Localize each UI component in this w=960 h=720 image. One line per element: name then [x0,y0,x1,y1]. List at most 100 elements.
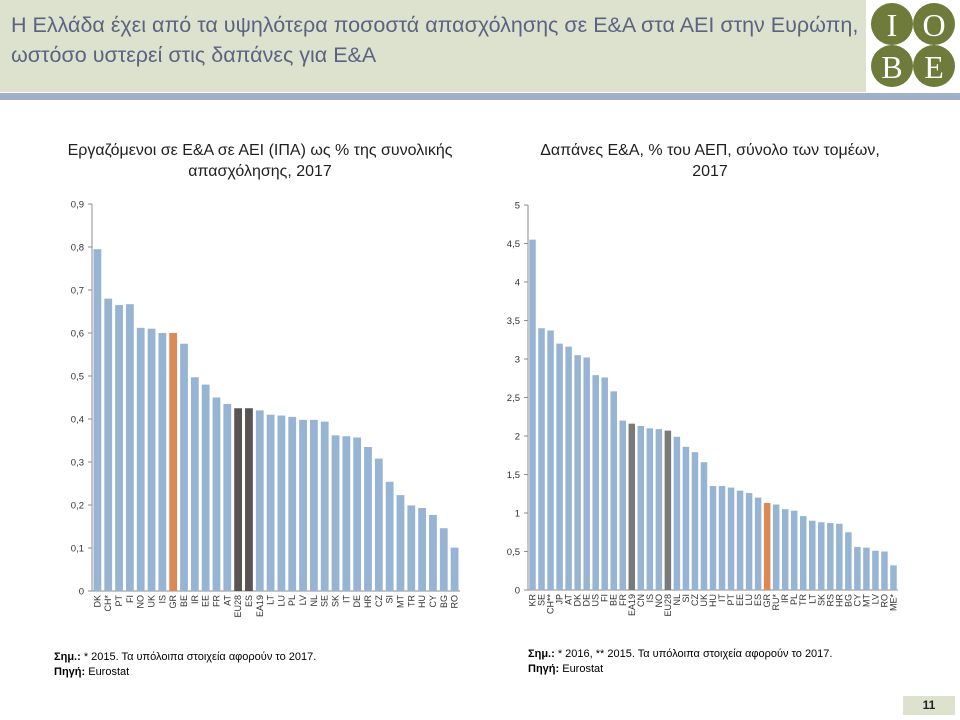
x-tick-label: DK [573,594,583,607]
left-source: Πηγή: Eurostat [54,665,129,680]
bar [104,298,113,591]
bar [799,516,807,590]
x-tick-label: CY [852,594,862,607]
bar [610,391,617,590]
x-tick-label: IS [157,595,167,604]
note-text: * 2016, ** 2015. Τα υπόλοιπα στοιχεία αφ… [554,648,833,660]
bar [691,452,699,590]
x-tick-label: GR [168,594,178,608]
x-tick-label: US [591,594,601,607]
bar [781,509,789,590]
bar [429,514,437,591]
bar [374,458,383,591]
bar [115,305,123,591]
chart-plot: 0 0,1 0,2 0,3 0,4 0,5 0,6 0,7 0,8 0,9 DK CH* PT FI NO U… [71,200,460,618]
bar [277,415,286,591]
bar [364,446,372,591]
y-tick-label: 0,6 [71,329,84,340]
y-tick-label: 0 [515,586,520,597]
y-tick-label: 2 [515,432,520,443]
bar [266,414,275,591]
x-tick-label: SE [320,595,330,607]
x-tick-label: DE [352,595,362,608]
logo-letter: E [924,49,944,85]
x-tick-label: LU [276,595,286,607]
bar [664,430,672,590]
bar [673,436,681,590]
source-text: Eurostat [85,666,130,678]
note-text: * 2015. Τα υπόλοιπα στοιχεία αφορούν το … [80,651,317,663]
iobe-logo: I O B E [866,0,960,93]
x-tick-label: SI [681,594,691,603]
x-tick-label: BE [179,595,189,607]
note-label: Σημ.: [528,648,555,660]
bar [234,408,243,591]
source-label: Πηγή: [54,666,86,678]
bar [790,510,798,590]
x-tick-label: JP [555,594,565,605]
bar [147,328,156,591]
bar [772,504,780,590]
x-tick-label: TR [406,595,416,607]
y-tick-label: 5 [515,201,520,212]
y-tick-label: 4 [515,278,520,289]
y-tick-label: 0,5 [507,547,520,558]
accent-bar [0,93,960,100]
bar [881,551,888,590]
bar [212,397,221,591]
x-tick-label: IR [190,594,200,604]
chart-title: Εργαζόμενοι σε Ε&Α σε ΑΕΙ (ΙΠΑ) ως % της… [67,142,453,180]
x-tick-label: AT [564,594,574,605]
bar [655,429,663,590]
x-tick-label: EA19 [255,595,265,617]
logo-letter: B [881,49,902,85]
x-tick-label: TR [798,594,808,606]
x-tick-label: DE [582,594,592,607]
y-tick-label: 3,5 [507,316,520,327]
x-tick-label: LU [744,594,754,606]
x-tick-label: BG [843,594,853,607]
bar [450,547,459,591]
x-tick-label: RO [879,594,889,608]
x-tick-label: UK [147,595,157,608]
x-tick-label: FI [600,594,610,602]
x-tick-label: BG [439,595,449,608]
y-tick-label: 0,7 [71,286,84,297]
bar [158,333,167,591]
x-tick-label: LV [870,594,880,604]
x-tick-label: GR [762,593,772,607]
x-tick-label: SK [816,594,826,606]
right-source: Πηγή: Eurostat [528,662,603,677]
bar [601,377,608,590]
x-tick-label: EU28 [663,594,673,617]
bar [754,497,762,590]
x-tick-label: HU [417,595,427,608]
x-tick-label: PT [726,594,736,606]
note-label: Σημ.: [54,651,81,663]
bar [736,490,744,590]
bar [418,508,427,591]
x-tick-label: ES [244,595,254,607]
bar [190,377,199,591]
x-tick-label: HR [834,594,844,607]
x-tick-label: PL [789,594,799,605]
x-tick-label: IR [780,593,790,603]
y-tick-label: 0,5 [71,372,84,383]
x-tick-label: LT [266,595,276,605]
x-tick-label: MT [861,594,871,607]
bar [827,523,834,590]
x-tick-label: CH** [546,594,556,615]
x-tick-label: CY [428,595,438,608]
source-label: Πηγή: [528,663,560,675]
bar [745,492,753,590]
x-tick-label: RS [825,594,835,607]
bar [201,384,210,591]
bar [169,333,178,591]
chart-title: Δαπάνες Ε&Α, % του ΑΕΠ, σύνολο των τομέω… [540,142,880,180]
bar [529,239,536,590]
y-tick-label: 4,5 [507,239,520,250]
slide-title: Η Ελλάδα έχει από τα υψηλότερα ποσοστά α… [11,13,859,67]
bar [682,446,690,590]
x-tick-label: SI [385,595,395,604]
